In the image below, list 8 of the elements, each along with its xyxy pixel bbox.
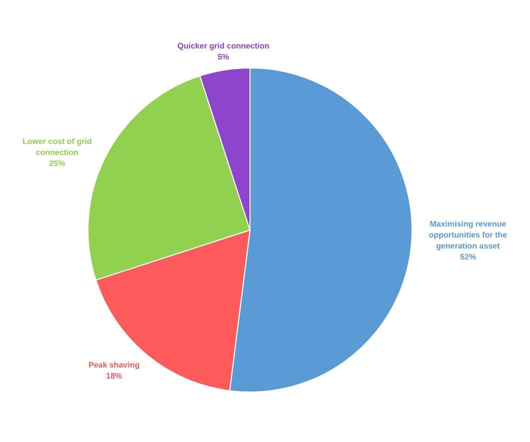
data-label: 52%: [460, 252, 476, 262]
slice-label: Maximising revenue opportunities for the generation asset: [428, 219, 508, 250]
data-label: 25%: [49, 158, 66, 168]
slice-label: Quicker grid connection: [177, 42, 270, 51]
data-label: 18%: [106, 372, 122, 381]
slice-label: Peak shaving: [88, 360, 140, 370]
slice-label: Lower cost of grid connection: [22, 136, 92, 157]
data-label: 5%: [218, 52, 230, 62]
